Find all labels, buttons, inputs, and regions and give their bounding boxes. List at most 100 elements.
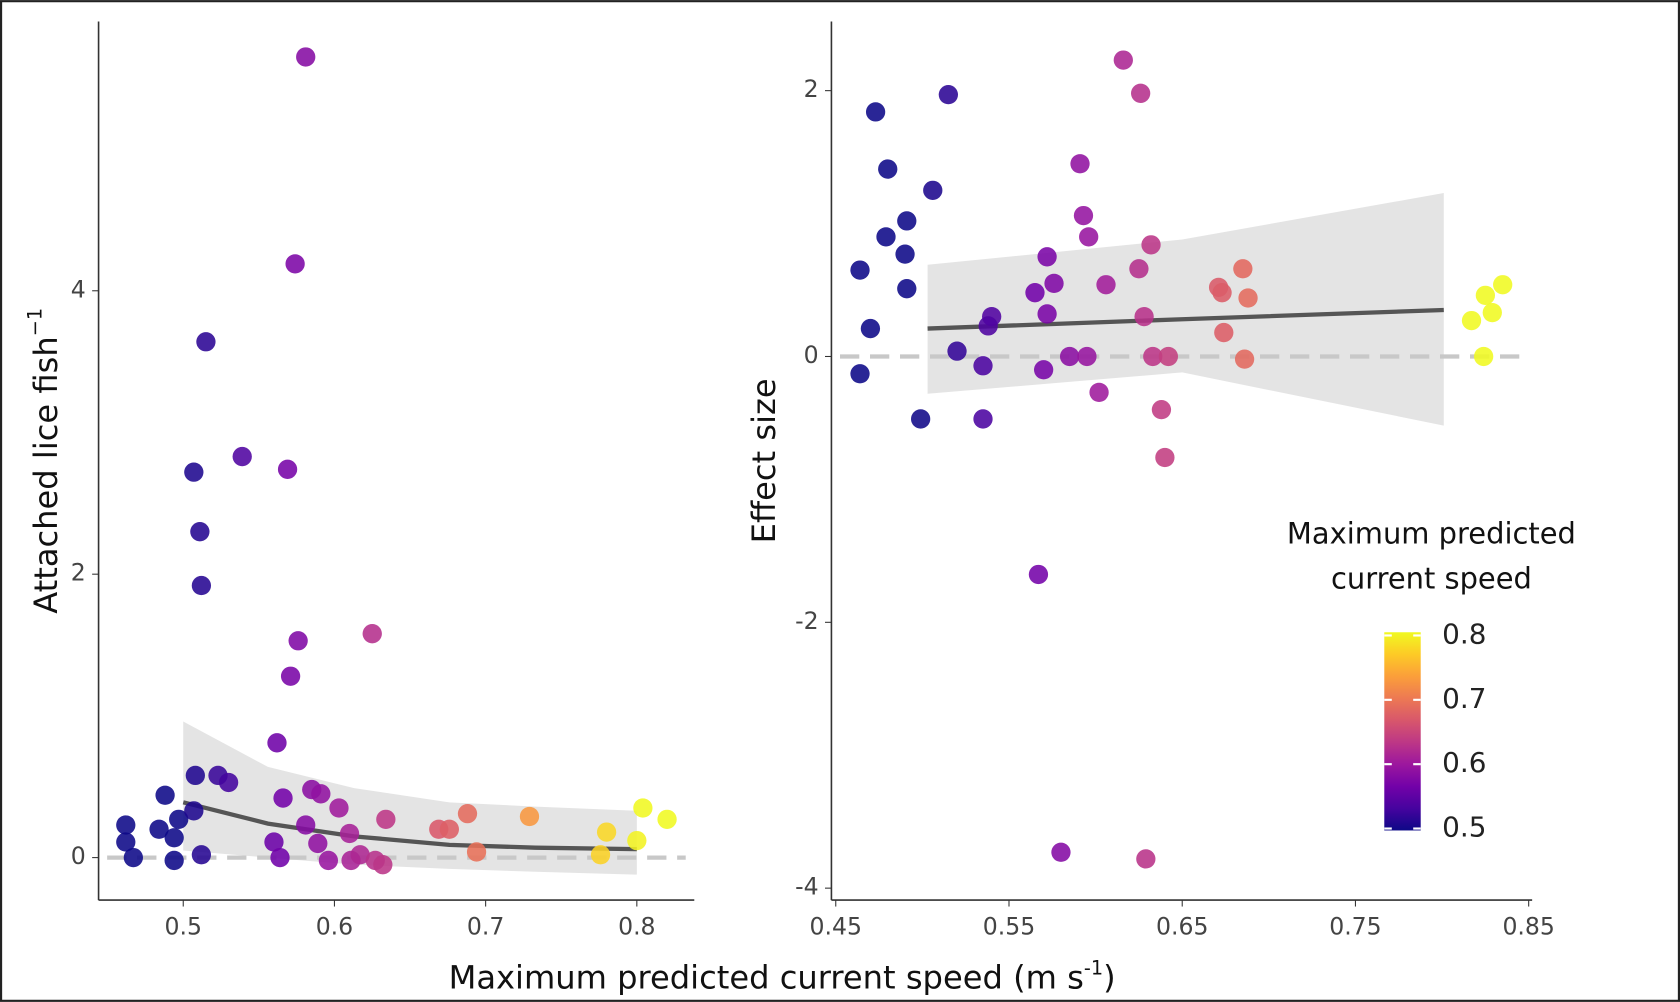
point [296,815,316,835]
point [285,254,305,274]
point [590,845,611,865]
point [1155,447,1175,468]
point [169,809,189,829]
x-tick-label: 0.85 [1502,912,1554,940]
point [277,459,298,479]
point [973,409,993,429]
point [1482,302,1502,323]
point [1073,205,1094,226]
point [1025,283,1045,303]
colorbar-tick-label: 0.7 [1442,682,1486,715]
point [1113,50,1133,70]
point [973,356,993,376]
point [190,522,210,542]
point [1143,346,1163,367]
point [308,833,328,854]
point [311,784,331,804]
point [184,462,204,482]
y-label-text: Effect size [745,378,783,543]
point [1233,259,1253,279]
point [938,84,959,105]
point [373,855,393,875]
point [519,806,540,827]
point [1212,283,1232,303]
y-tick-label: 0 [804,341,819,369]
x-tick-label: 0.55 [983,912,1035,940]
point [339,823,360,844]
y-tick-label: 2 [804,75,819,103]
point [376,809,396,829]
point [1028,564,1049,585]
point [923,180,943,200]
point [897,279,917,299]
point [185,765,205,786]
point [657,809,677,829]
y-tick-label: 2 [71,559,86,587]
point [457,804,478,824]
point [149,819,169,839]
point [296,47,316,67]
point [1051,842,1071,862]
colorbar [1384,632,1421,831]
point [1129,259,1149,279]
confidence-band [927,192,1444,426]
point [350,845,370,865]
point [1059,346,1080,367]
point [978,316,998,336]
point [184,801,204,821]
y-tick-label: -2 [795,607,819,635]
point [439,819,459,839]
legend-title: Maximum predicted current speed [1286,517,1576,596]
point [164,850,184,871]
colorbar-tick-label: 0.6 [1442,746,1486,779]
point [878,159,898,179]
point [1089,382,1109,403]
point [1234,349,1255,369]
x-label-text: Maximum predicted current speed (m s [449,958,1084,996]
point [1493,275,1513,295]
point [218,772,239,793]
legend-title-box: Maximum predicted current speed [1286,517,1576,596]
point [1214,322,1234,343]
point [1037,304,1057,324]
y-tick-label: 4 [71,275,86,303]
colorbar-tick-label: 0.5 [1442,811,1486,844]
point [1134,306,1154,327]
point [1136,849,1156,869]
point [116,832,136,852]
point [267,733,287,753]
point [897,211,917,231]
point [596,822,617,842]
y-axis-label: Effect size [745,378,783,543]
point [191,845,212,865]
point [1131,83,1151,103]
point [288,631,308,651]
point [196,332,216,352]
point [164,828,184,848]
point [1070,154,1090,174]
point [123,847,143,868]
confidence-band [183,721,637,875]
x-tick-label: 0.6 [316,912,353,940]
y-tick-label: 0 [71,842,86,870]
point [895,244,915,264]
point [1238,288,1258,308]
x-label-end: ) [1103,958,1116,996]
point [1473,346,1494,367]
y-tick-label: -4 [795,873,819,901]
point [362,624,382,644]
point [947,341,967,361]
point [155,785,175,805]
point [860,318,881,339]
point [1096,275,1116,295]
point [633,798,653,818]
fit-line [927,307,1444,331]
point [280,666,301,686]
x-tick-label: 0.7 [467,912,504,940]
y-label-text: Attached lice fish [27,336,65,614]
point [876,227,896,247]
point [850,260,870,280]
point [850,364,870,384]
